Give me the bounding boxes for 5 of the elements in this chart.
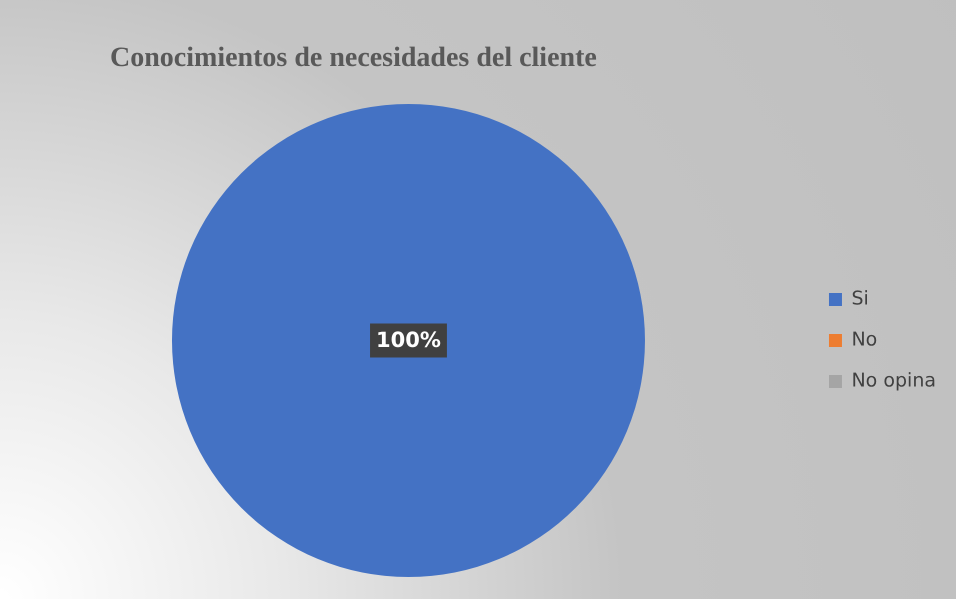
chart-title: Conocimientos de necesidades del cliente	[110, 42, 597, 74]
legend-label: No opina	[851, 369, 936, 392]
legend-label: Si	[851, 287, 869, 310]
legend-label: No	[851, 328, 878, 350]
data-label: 100%	[376, 328, 441, 352]
